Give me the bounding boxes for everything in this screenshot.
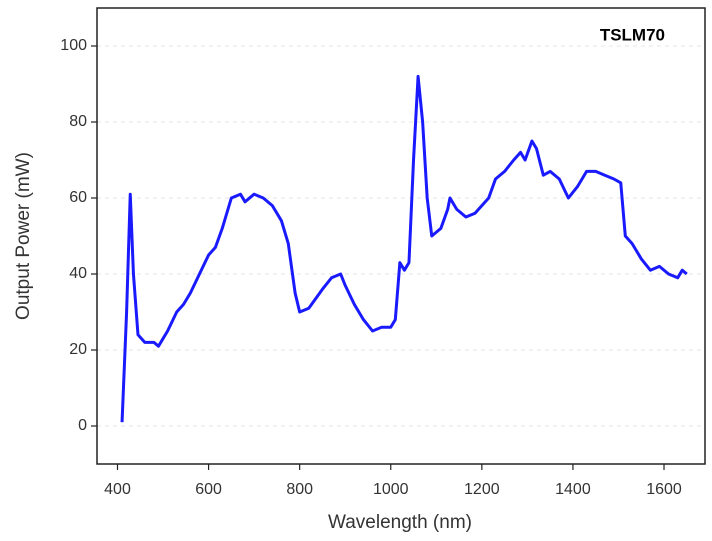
x-tick-label: 600 bbox=[195, 481, 222, 498]
y-tick-label: 40 bbox=[69, 265, 87, 282]
x-tick-label: 1600 bbox=[646, 481, 682, 498]
y-axis-label: Output Power (mW) bbox=[13, 152, 34, 320]
y-tick-label: 20 bbox=[69, 341, 87, 358]
y-tick-label: 0 bbox=[78, 417, 87, 434]
legend-label: TSLM70 bbox=[600, 25, 665, 44]
x-tick-label: 400 bbox=[104, 481, 131, 498]
x-tick-label: 1400 bbox=[555, 481, 591, 498]
plot-frame bbox=[96, 7, 706, 465]
line-series bbox=[120, 74, 688, 423]
y-tick-label: 80 bbox=[69, 113, 87, 130]
y-tick-label: 100 bbox=[60, 37, 87, 54]
x-tick-label: 800 bbox=[286, 481, 313, 498]
y-tick-label: 60 bbox=[69, 189, 87, 206]
x-axis-label: Wavelength (nm) bbox=[328, 512, 472, 533]
x-tick-label: 1200 bbox=[464, 481, 500, 498]
x-tick-label: 1000 bbox=[373, 481, 409, 498]
